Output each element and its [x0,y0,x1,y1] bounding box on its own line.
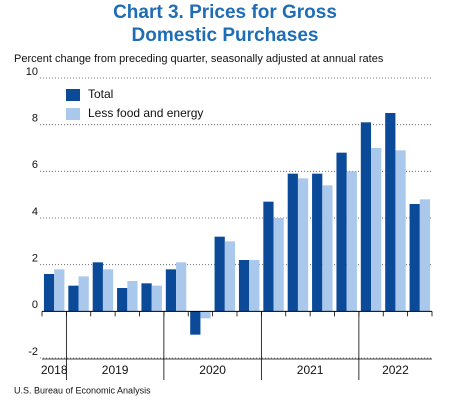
bar [165,269,177,312]
bar [312,173,323,312]
bar [297,178,309,312]
bar [419,199,431,312]
bar [385,113,396,312]
y-tick-label: 6 [32,159,38,171]
bar [224,241,236,312]
bar [238,260,250,312]
x-tick-label: 2020 [199,363,226,377]
bar [54,269,65,312]
bar [141,283,152,312]
y-tick-label: 8 [32,113,38,125]
source-note: U.S. Bureau of Economic Analysis [14,385,151,395]
bar [263,201,274,312]
y-tick-label: 4 [32,206,38,218]
chart-title: Domestic Purchases [132,25,319,46]
bar [360,122,372,312]
bar [102,269,114,312]
bar [273,218,284,312]
bar [43,274,55,312]
bar [151,285,162,312]
bar [322,185,333,312]
bar [371,148,382,312]
bar [78,276,89,312]
y-tick-label: 0 [32,299,38,311]
bar [249,260,260,312]
chart-subtitle: Percent change from preceding quarter, s… [14,53,384,65]
bar [395,150,406,312]
x-tick-label: 2022 [382,363,409,377]
legend-swatch [66,108,80,120]
x-tick-label: 2018 [41,363,68,377]
legend-swatch [66,89,80,101]
bar [176,262,187,312]
bar [336,152,347,312]
bar [127,281,138,312]
y-tick-label: 10 [26,66,38,78]
x-tick-label: 2021 [297,363,324,377]
y-tick-label: 2 [32,253,38,265]
bar [117,288,128,312]
bar [200,311,211,319]
x-tick-label: 2019 [102,363,129,377]
bar [68,285,79,312]
y-tick-label: -2 [28,346,38,358]
chart-title: Chart 3. Prices for Gross [113,2,337,23]
bar [190,311,201,335]
bar [214,236,225,312]
bar [346,171,357,312]
legend-label: Less food and energy [88,106,203,120]
legend-label: Total [88,87,113,101]
bar [92,262,103,312]
bar [287,173,298,312]
bar [409,204,420,312]
